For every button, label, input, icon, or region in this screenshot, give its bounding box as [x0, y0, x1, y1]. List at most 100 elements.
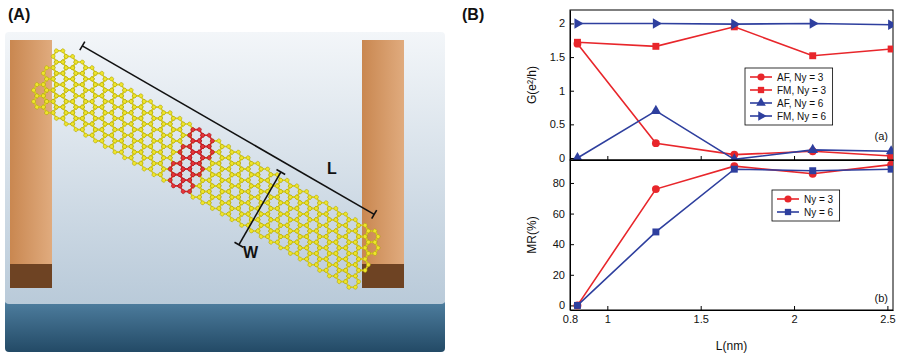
- y-tick-label: 80: [553, 177, 565, 189]
- atom: [50, 87, 55, 92]
- atom: [119, 149, 124, 154]
- y-tick-mark: [570, 183, 574, 184]
- atom: [216, 138, 221, 143]
- atom: [304, 245, 309, 250]
- legend-entry: AF, Ny = 3: [750, 72, 824, 83]
- atom: [119, 82, 124, 87]
- atom: [190, 161, 195, 166]
- atom: [275, 183, 280, 188]
- atom: [73, 104, 78, 109]
- atom: [171, 172, 176, 177]
- length-line: [82, 46, 374, 215]
- atom: [180, 144, 185, 149]
- atom: [333, 206, 338, 211]
- atom: [109, 110, 114, 115]
- atom: [375, 234, 380, 239]
- atom: [265, 211, 270, 216]
- atom: [171, 183, 176, 188]
- atom: [73, 93, 78, 98]
- atom: [187, 178, 192, 183]
- atom: [239, 166, 244, 171]
- atom: [200, 200, 205, 205]
- atom: [366, 251, 371, 256]
- atom: [288, 217, 293, 222]
- atom: [353, 217, 358, 222]
- atom: [60, 59, 65, 64]
- legend-marker: [758, 111, 766, 121]
- atom: [60, 48, 65, 53]
- atom: [200, 133, 205, 138]
- atom: [83, 99, 88, 104]
- x-tick: 1.5: [694, 306, 709, 325]
- atom: [119, 116, 124, 121]
- atom: [255, 228, 260, 233]
- plot-data: [574, 161, 893, 310]
- atom: [89, 87, 94, 92]
- ribbon-diagram: LW: [5, 32, 445, 352]
- atom: [258, 211, 263, 216]
- atom: [255, 217, 260, 222]
- atom: [284, 189, 289, 194]
- atom: [317, 245, 322, 250]
- atom: [297, 234, 302, 239]
- atom: [89, 76, 94, 81]
- atom: [141, 110, 146, 115]
- atom: [141, 133, 146, 138]
- atom: [317, 234, 322, 239]
- y-tick: 0: [559, 299, 574, 311]
- atom: [158, 104, 163, 109]
- atom: [268, 172, 273, 177]
- y-tick-mark: [570, 124, 574, 125]
- marker: [886, 145, 893, 154]
- atom: [226, 144, 231, 149]
- atom: [138, 93, 143, 98]
- x-tick: 2: [791, 306, 797, 325]
- atom: [187, 166, 192, 171]
- atom: [89, 133, 94, 138]
- atom: [249, 161, 254, 166]
- atom: [54, 116, 59, 121]
- x-tick-label: 2: [791, 313, 797, 325]
- atom: [73, 116, 78, 121]
- atom: [141, 166, 146, 171]
- atom: [297, 211, 302, 216]
- atom: [327, 228, 332, 233]
- y-tick: 1: [559, 85, 574, 97]
- atom: [41, 82, 46, 87]
- atom: [177, 183, 182, 188]
- atom: [314, 194, 319, 199]
- atom: [99, 93, 104, 98]
- atom: [236, 217, 241, 222]
- atom: [112, 93, 117, 98]
- atom: [93, 71, 98, 76]
- atom: [333, 251, 338, 256]
- electrode: [362, 40, 404, 288]
- atom: [128, 144, 133, 149]
- atom: [219, 166, 224, 171]
- atom: [353, 285, 358, 290]
- atom: [353, 251, 358, 256]
- atom: [333, 273, 338, 278]
- atom: [239, 155, 244, 160]
- atom: [236, 161, 241, 166]
- y-tick: 1.5: [550, 51, 574, 63]
- atom: [171, 161, 176, 166]
- atom: [93, 104, 98, 109]
- atom: [151, 149, 156, 154]
- atom: [80, 71, 85, 76]
- atom: [206, 155, 211, 160]
- atom: [190, 183, 195, 188]
- atom: [93, 127, 98, 132]
- y-tick-label: 0: [559, 152, 565, 164]
- atom: [109, 87, 114, 92]
- y-tick: 0.5: [550, 118, 574, 130]
- atom: [128, 87, 133, 92]
- x-tick-mark: [701, 306, 702, 310]
- atom: [41, 93, 46, 98]
- atom: [102, 121, 107, 126]
- x-tick-label: 1: [605, 313, 611, 325]
- atom: [206, 144, 211, 149]
- atom: [63, 87, 68, 92]
- y-tick-mark: [570, 57, 574, 58]
- atom: [307, 262, 312, 267]
